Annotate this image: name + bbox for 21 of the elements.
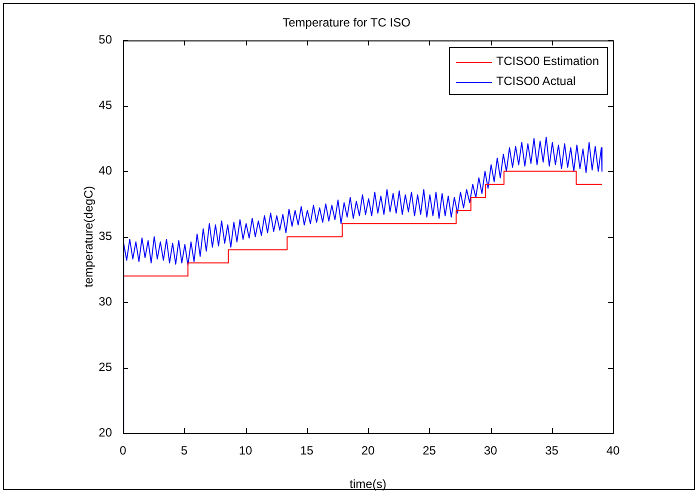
x-tick-label: 5 xyxy=(180,444,188,458)
y-tick-label: 45 xyxy=(98,98,112,112)
x-tick-label: 25 xyxy=(422,444,436,458)
y-tick-label: 40 xyxy=(98,164,112,178)
x-tick-label: 30 xyxy=(484,444,498,458)
legend-label: TCISO0 Actual xyxy=(496,74,576,88)
x-tick-label: 40 xyxy=(606,444,620,458)
y-tick-label: 35 xyxy=(98,229,112,244)
x-tick-label: 35 xyxy=(545,444,559,458)
x-tick-label: 20 xyxy=(361,444,375,458)
y-tick-label: 25 xyxy=(98,360,112,374)
y-tick-label: 50 xyxy=(98,32,112,47)
x-tick-label: 0 xyxy=(120,444,127,458)
y-tick-label: 20 xyxy=(98,425,112,440)
chart-title: Temperature for TC ISO xyxy=(282,16,410,30)
x-tick-label: 10 xyxy=(238,444,252,458)
legend-label: TCISO0 Estimation xyxy=(496,54,599,68)
x-tick-label: 15 xyxy=(300,444,314,458)
y-tick-label: 30 xyxy=(98,294,112,308)
x-axis-title: time(s) xyxy=(350,477,386,492)
y-axis-title: temperature(degC) xyxy=(82,186,96,288)
